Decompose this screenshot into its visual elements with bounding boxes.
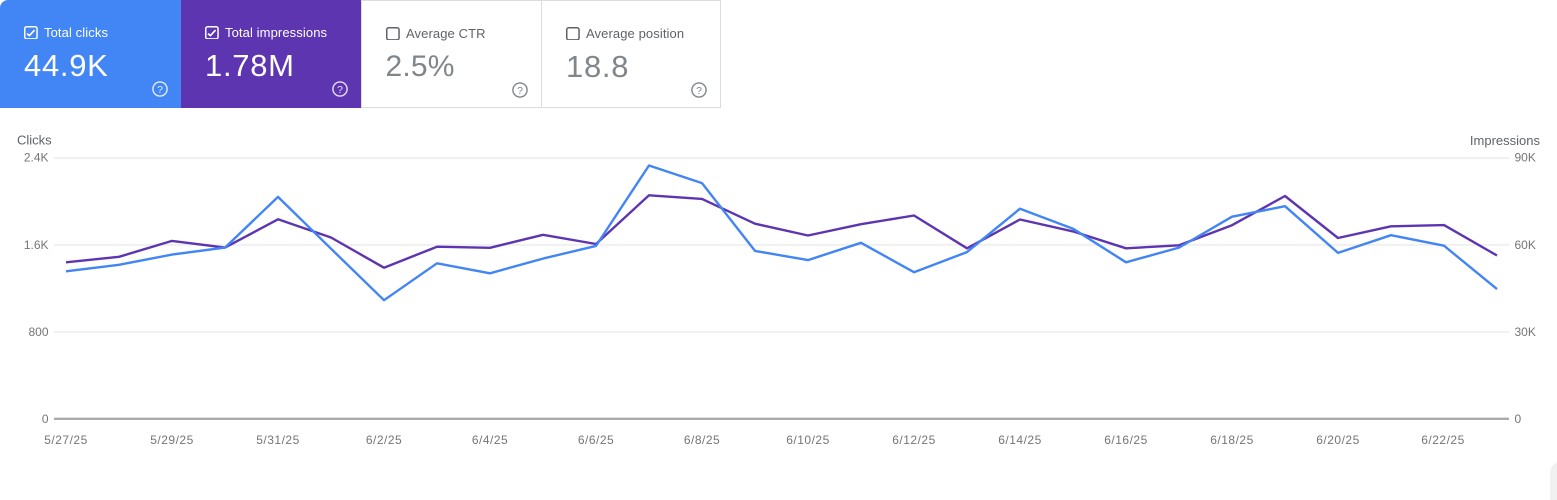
svg-text:6/18/25: 6/18/25: [1210, 433, 1254, 447]
svg-text:0: 0: [1515, 412, 1522, 426]
svg-text:6/16/25: 6/16/25: [1104, 433, 1148, 447]
svg-text:5/29/25: 5/29/25: [150, 433, 194, 447]
svg-text:5/27/25: 5/27/25: [44, 433, 88, 447]
svg-text:6/14/25: 6/14/25: [998, 433, 1042, 447]
svg-text:?: ?: [157, 84, 163, 96]
svg-text:Clicks: Clicks: [17, 133, 52, 148]
svg-text:6/22/25: 6/22/25: [1421, 433, 1465, 447]
svg-text:Impressions: Impressions: [1470, 133, 1541, 148]
svg-text:60K: 60K: [1515, 238, 1536, 252]
svg-text:?: ?: [696, 85, 702, 97]
svg-text:6/8/25: 6/8/25: [684, 433, 720, 447]
svg-text:6/4/25: 6/4/25: [472, 433, 508, 447]
svg-text:6/20/25: 6/20/25: [1316, 433, 1360, 447]
svg-text:6/10/25: 6/10/25: [786, 433, 830, 447]
svg-text:5/31/25: 5/31/25: [256, 433, 300, 447]
svg-text:?: ?: [337, 84, 343, 96]
svg-text:0: 0: [42, 412, 49, 426]
svg-text:6/12/25: 6/12/25: [892, 433, 936, 447]
svg-text:800: 800: [28, 325, 48, 339]
svg-text:2.4K: 2.4K: [24, 151, 49, 165]
svg-text:?: ?: [517, 85, 523, 97]
svg-text:6/2/25: 6/2/25: [366, 433, 402, 447]
svg-text:6/6/25: 6/6/25: [578, 433, 614, 447]
svg-text:90K: 90K: [1515, 151, 1536, 165]
svg-text:30K: 30K: [1515, 325, 1536, 339]
svg-text:1.6K: 1.6K: [24, 238, 49, 252]
